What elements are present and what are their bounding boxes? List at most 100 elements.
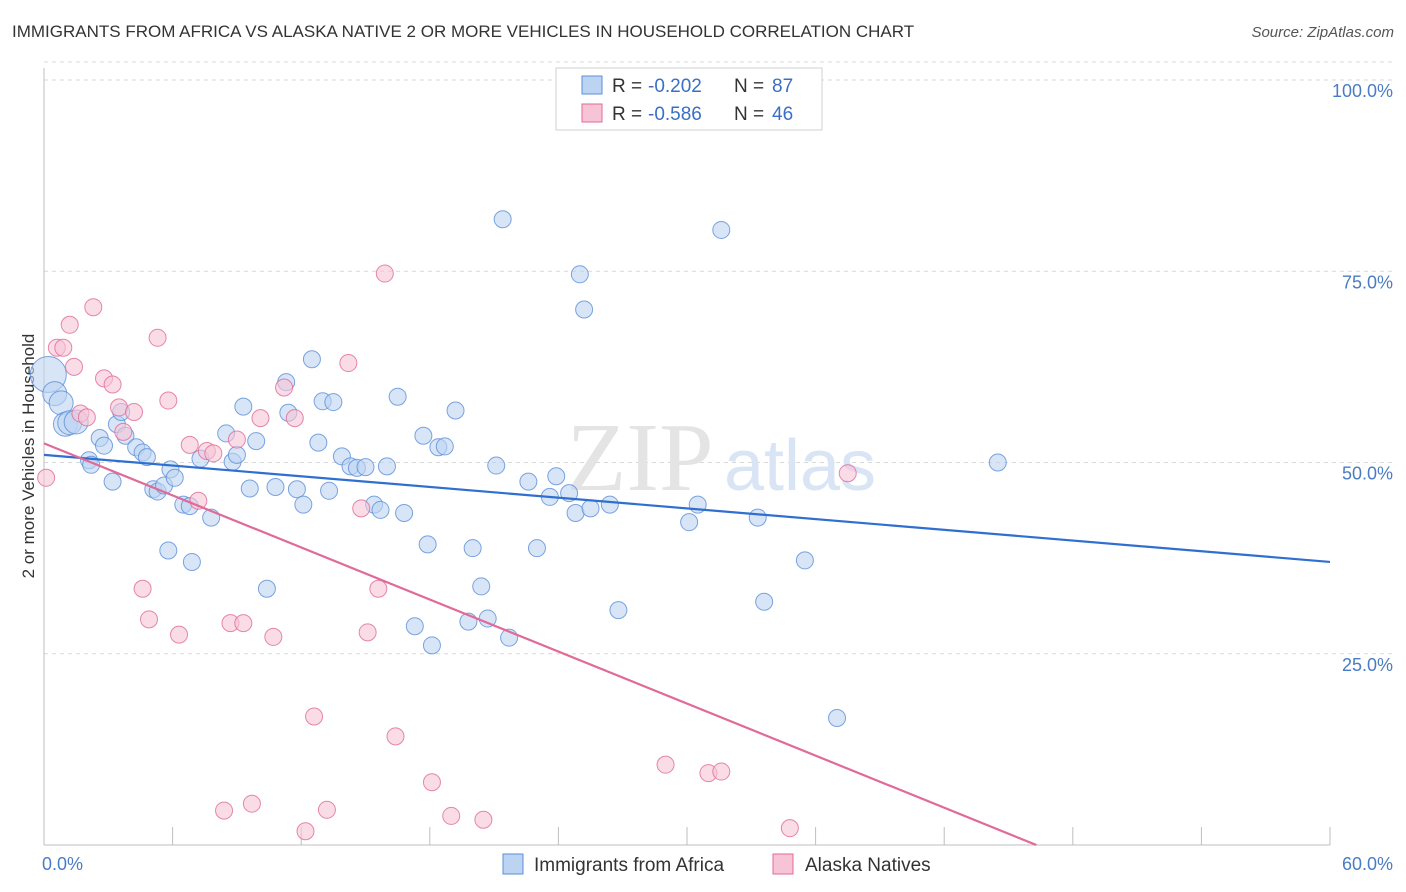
data-point [309, 433, 328, 452]
data-point [266, 477, 285, 496]
data-point [371, 500, 390, 519]
data-point [159, 391, 178, 410]
data-point [377, 457, 396, 476]
data-point [566, 503, 585, 522]
watermark-zip: ZIP [567, 404, 714, 512]
data-point [140, 610, 159, 629]
data-point [748, 508, 767, 527]
data-point [405, 617, 424, 636]
chart-title: IMMIGRANTS FROM AFRICA VS ALASKA NATIVE … [12, 22, 915, 41]
data-point [227, 445, 246, 464]
data-point [317, 800, 336, 819]
watermark: ZIP atlas [567, 404, 877, 512]
data-point [240, 479, 259, 498]
data-point [395, 503, 414, 522]
data-point [257, 579, 276, 598]
data-point [137, 448, 156, 467]
bottom-legend-swatch-pink [772, 853, 794, 875]
trend-line-immigrants-from-africa [43, 453, 1331, 564]
data-point [570, 265, 589, 284]
data-point [581, 499, 600, 518]
y-tick-label-3: 100.0% [1332, 81, 1393, 101]
legend-swatch-blue [581, 75, 603, 95]
data-point [609, 601, 628, 620]
legend-r-value-1: -0.202 [648, 76, 702, 97]
data-point [302, 350, 321, 369]
data-point [84, 298, 103, 317]
legend-r-label-2: R = [612, 104, 642, 125]
data-point [170, 625, 189, 644]
data-point [148, 328, 167, 347]
y-tick-label-2: 75.0% [1342, 272, 1393, 292]
grid-lines [44, 61, 1392, 655]
trend-line-alaska-natives [43, 442, 1037, 847]
x-tick-label-0: 0.0% [42, 854, 83, 874]
data-point [251, 409, 270, 428]
data-point [388, 387, 407, 406]
chart-source: Source: ZipAtlas.com [1251, 24, 1394, 41]
data-point [227, 430, 246, 449]
data-point [442, 806, 461, 825]
data-point [493, 210, 512, 229]
data-point [234, 397, 253, 416]
data-point [242, 794, 261, 813]
data-point [656, 755, 675, 774]
data-point [487, 456, 506, 475]
data-point [575, 300, 594, 319]
data-point [95, 436, 114, 455]
data-point [103, 375, 122, 394]
legend-n-value-2: 46 [772, 104, 793, 125]
data-point [320, 481, 339, 500]
bottom-legend-label-africa: Immigrants from Africa [534, 855, 724, 876]
data-point [125, 403, 144, 422]
data-point [77, 408, 96, 427]
data-point [600, 495, 619, 514]
data-point [287, 480, 306, 499]
bottom-legend-swatch-blue [502, 853, 524, 875]
data-point [422, 773, 441, 792]
data-point [275, 378, 294, 397]
data-point [339, 354, 358, 373]
legend: R = -0.202 N = 87 R = -0.586 N = 46 [555, 67, 823, 131]
bottom-legend-label-alaska: Alaska Natives [805, 855, 931, 876]
data-point [422, 636, 441, 655]
data-point [215, 801, 234, 820]
series-immigrants-from-africa [29, 210, 1007, 728]
legend-n-value-1: 87 [772, 76, 793, 97]
data-point [204, 444, 223, 463]
legend-n-label-1: N = [734, 76, 764, 97]
watermark-atlas: atlas [724, 426, 876, 506]
data-point [37, 468, 56, 487]
legend-r-value-2: -0.586 [648, 104, 702, 125]
data-point [358, 623, 377, 642]
data-point [547, 467, 566, 486]
bottom-legend: Immigrants from Africa Alaska Natives [502, 853, 931, 876]
data-point [527, 539, 546, 558]
data-point [103, 472, 122, 491]
data-point [828, 709, 847, 728]
data-point [110, 398, 129, 417]
y-tick-labels: 25.0% 50.0% 75.0% 100.0% [1332, 81, 1393, 675]
data-point [180, 435, 199, 454]
data-point [680, 513, 699, 532]
data-point [386, 727, 405, 746]
data-point [296, 822, 315, 841]
data-point [472, 577, 491, 596]
x-tick-labels: 0.0% 60.0% [42, 854, 1393, 874]
y-axis-title: 2 or more Vehicles in Household [19, 334, 38, 579]
data-point [247, 432, 266, 451]
data-point [414, 426, 433, 445]
data-point [369, 579, 388, 598]
data-point [60, 315, 79, 334]
data-point [54, 338, 73, 357]
y-tick-label-0: 25.0% [1342, 655, 1393, 675]
data-point [264, 627, 283, 646]
data-point [182, 552, 201, 571]
data-point [305, 707, 324, 726]
data-point [65, 357, 84, 376]
data-point [780, 819, 799, 838]
series-alaska-natives [37, 264, 857, 841]
data-point [463, 539, 482, 558]
legend-n-label-2: N = [734, 104, 764, 125]
